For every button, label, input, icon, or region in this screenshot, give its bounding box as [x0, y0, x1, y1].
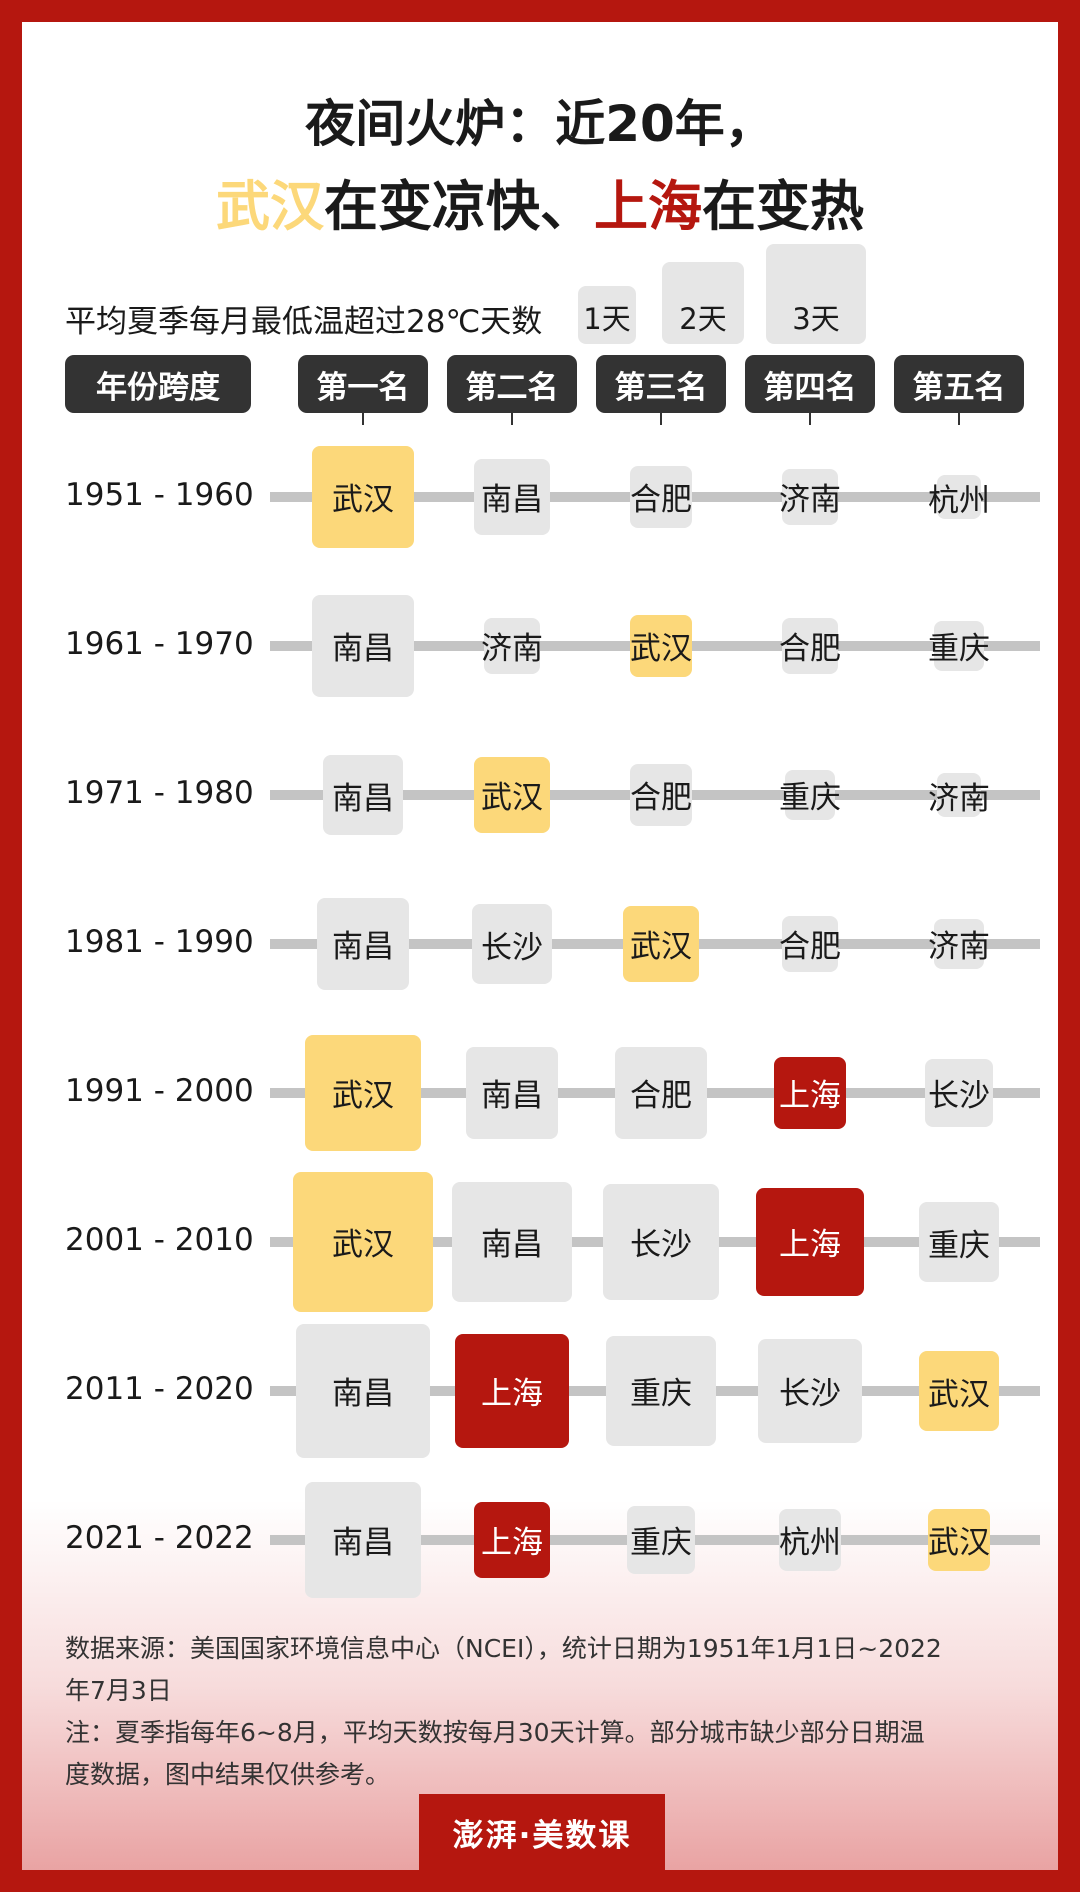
brand-logo-text: 澎湃·美数课 — [452, 1817, 632, 1854]
city-mark: 上海 — [773, 1056, 846, 1129]
title-line-2: 武汉在变凉快、上海在变热 — [22, 162, 1058, 241]
city-mark: 长沙 — [602, 1183, 720, 1301]
header-rank-3: 第三名 — [596, 355, 726, 413]
legend-label: 平均夏季每月最低温超过28℃天数 — [65, 304, 543, 340]
header-rank-2: 第二名 — [447, 355, 577, 413]
city-mark: 重庆 — [627, 1506, 695, 1574]
city-mark: 重庆 — [605, 1335, 717, 1447]
source-line-2: 年7月3日 — [65, 1676, 172, 1705]
header-tick-5 — [958, 413, 960, 425]
city-mark: 武汉 — [622, 905, 700, 983]
legend-box-3-days: 3天 — [766, 244, 866, 344]
legend-box-1-day: 1天 — [578, 286, 636, 344]
city-mark: 杭州 — [778, 1508, 842, 1572]
title-line-1: 夜间火炉：近20年， — [22, 84, 1058, 156]
city-mark: 武汉 — [629, 614, 693, 678]
row-period-label: 2021 - 2022 — [65, 1520, 254, 1556]
header-tick-2 — [511, 413, 513, 425]
header-rank-5: 第五名 — [894, 355, 1024, 413]
city-mark: 杭州 — [928, 474, 990, 520]
city-mark: 济南 — [481, 617, 543, 675]
city-mark: 长沙 — [757, 1338, 863, 1444]
city-mark: 上海 — [455, 1334, 569, 1448]
city-mark: 合肥 — [629, 465, 693, 529]
city-mark: 武汉 — [918, 1350, 1000, 1432]
city-mark: 上海 — [473, 1501, 551, 1579]
city-mark: 南昌 — [452, 1182, 572, 1302]
city-mark: 武汉 — [293, 1172, 433, 1312]
city-mark: 南昌 — [312, 595, 414, 697]
city-mark: 合肥 — [615, 1047, 707, 1139]
header-period: 年份跨度 — [65, 355, 251, 413]
note-line-2: 度数据，图中结果仅供参考。 — [65, 1760, 391, 1789]
city-mark: 武汉 — [927, 1508, 991, 1572]
city-mark: 武汉 — [473, 756, 551, 834]
city-mark: 南昌 — [295, 1323, 431, 1459]
city-mark: 济南 — [928, 772, 990, 818]
city-mark: 重庆 — [918, 1201, 1000, 1283]
header-tick-3 — [660, 413, 662, 425]
source-note: 数据来源：美国国家环境信息中心（NCEI），统计日期为1951年1月1日~202… — [65, 1628, 1045, 1796]
city-mark: 武汉 — [312, 446, 414, 548]
title-city-shanghai: 上海 — [594, 175, 702, 238]
infographic-frame: 夜间火炉：近20年， 武汉在变凉快、上海在变热 平均夏季每月最低温超过28℃天数… — [22, 22, 1058, 1870]
city-mark: 南昌 — [317, 898, 409, 990]
header-tick-1 — [362, 413, 364, 425]
city-mark: 南昌 — [466, 1047, 558, 1139]
city-mark: 济南 — [928, 918, 990, 970]
city-mark: 济南 — [779, 468, 841, 526]
city-mark: 合肥 — [779, 617, 841, 675]
city-mark: 合肥 — [779, 915, 841, 973]
row-period-label: 1991 - 2000 — [65, 1073, 254, 1109]
city-mark: 重庆 — [928, 620, 990, 672]
title-mid-text: 在变凉快、 — [324, 175, 594, 238]
title-end-text: 在变热 — [702, 175, 864, 238]
city-mark: 南昌 — [322, 754, 404, 836]
header-tick-4 — [809, 413, 811, 425]
city-mark: 南昌 — [304, 1481, 422, 1599]
city-mark: 武汉 — [304, 1034, 422, 1152]
source-line-1: 数据来源：美国国家环境信息中心（NCEI），统计日期为1951年1月1日~202… — [65, 1634, 942, 1663]
legend-box-2-days: 2天 — [662, 262, 744, 344]
city-mark: 重庆 — [779, 769, 841, 821]
title-city-wuhan: 武汉 — [216, 175, 324, 238]
city-mark: 长沙 — [925, 1059, 993, 1127]
note-line-1: 注：夏季指每年6~8月，平均天数按每月30天计算。部分城市缺少部分日期温 — [65, 1718, 925, 1747]
city-mark: 南昌 — [473, 458, 551, 536]
row-period-label: 1971 - 1980 — [65, 775, 254, 811]
header-rank-1: 第一名 — [298, 355, 428, 413]
title-line-1-text: 夜间火炉：近20年， — [305, 95, 775, 153]
row-period-label: 1981 - 1990 — [65, 924, 254, 960]
row-period-label: 2011 - 2020 — [65, 1371, 254, 1407]
row-period-label: 2001 - 2010 — [65, 1222, 254, 1258]
city-mark: 合肥 — [629, 763, 693, 827]
brand-logo: 澎湃·美数课 — [419, 1794, 665, 1870]
header-rank-4: 第四名 — [745, 355, 875, 413]
row-period-label: 1951 - 1960 — [65, 477, 254, 513]
city-mark: 长沙 — [471, 903, 553, 985]
city-mark: 上海 — [755, 1187, 864, 1296]
row-period-label: 1961 - 1970 — [65, 626, 254, 662]
